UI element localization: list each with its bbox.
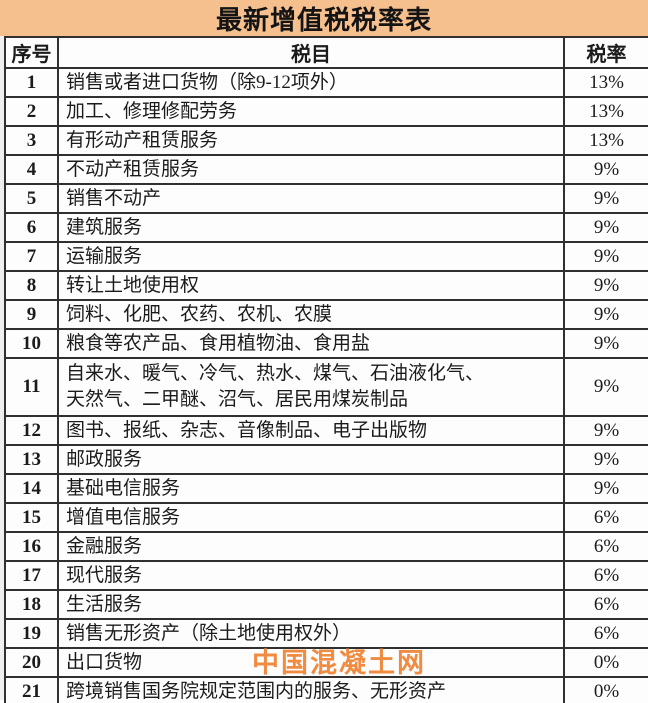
row-tax-rate: 0% (563, 647, 648, 678)
row-tax-rate: 9% (563, 299, 648, 330)
page-title: 最新增值税税率表 (215, 5, 432, 35)
row-number: 11 (4, 357, 59, 417)
row-tax-rate: 9% (563, 154, 648, 185)
row-tax-rate: 9% (563, 357, 648, 417)
row-tax-rate: 9% (563, 444, 648, 475)
row-number: 8 (4, 270, 59, 301)
row-tax-rate: 9% (563, 415, 648, 446)
row-number: 17 (4, 560, 59, 591)
row-number: 3 (4, 125, 59, 156)
table-row: 7 运输服务 9% (4, 241, 648, 272)
table-row: 9 饲料、化肥、农药、农机、农膜 9% (4, 299, 648, 330)
row-tax-item: 图书、报纸、杂志、音像制品、电子出版物 (57, 415, 565, 446)
row-tax-rate: 13% (563, 96, 648, 127)
row-tax-rate: 13% (563, 125, 648, 156)
header-row: 序号 税目 税率 (4, 36, 648, 69)
row-tax-item: 饲料、化肥、农药、农机、农膜 (57, 299, 565, 330)
row-number: 21 (4, 676, 59, 703)
row-number: 15 (4, 502, 59, 533)
table-title-bar: 最新增值税税率表 (0, 0, 648, 36)
row-tax-rate: 0% (563, 676, 648, 703)
row-number: 18 (4, 589, 59, 620)
row-tax-item: 增值电信服务 (57, 502, 565, 533)
row-tax-item: 金融服务 (57, 531, 565, 562)
row-tax-item: 出口货物 (57, 647, 565, 678)
row-tax-rate: 6% (563, 502, 648, 533)
table-row: 1 销售或者进口货物（除9-12项外） 13% (4, 67, 648, 98)
table-row: 10 粮食等农产品、食用植物油、食用盐 9% (4, 328, 648, 359)
row-tax-item: 建筑服务 (57, 212, 565, 243)
row-tax-rate: 9% (563, 473, 648, 504)
table-header: 序号 税目 税率 (4, 36, 648, 69)
row-tax-item: 现代服务 (57, 560, 565, 591)
row-tax-item: 加工、修理修配劳务 (57, 96, 565, 127)
row-tax-rate: 9% (563, 241, 648, 272)
row-tax-item: 销售不动产 (57, 183, 565, 214)
row-tax-rate: 9% (563, 328, 648, 359)
vat-rate-table: 序号 税目 税率 1 销售或者进口货物（除9-12项外） 13% 2 加工、修理修配劳务… (4, 36, 648, 703)
table-row: 20 出口货物 0% (4, 647, 648, 678)
row-tax-item: 销售无形资产（除土地使用权外） (57, 618, 565, 649)
table-row: 14 基础电信服务 9% (4, 473, 648, 504)
table-row: 5 销售不动产 9% (4, 183, 648, 214)
row-number: 7 (4, 241, 59, 272)
table-row: 12 图书、报纸、杂志、音像制品、电子出版物 9% (4, 415, 648, 446)
row-tax-item: 有形动产租赁服务 (57, 125, 565, 156)
row-tax-item: 运输服务 (57, 241, 565, 272)
table-body: 1 销售或者进口货物（除9-12项外） 13% 2 加工、修理修配劳务 13% 3 有形动产租… (4, 67, 648, 703)
row-number: 19 (4, 618, 59, 649)
row-number: 6 (4, 212, 59, 243)
row-tax-rate: 6% (563, 618, 648, 649)
row-number: 4 (4, 154, 59, 185)
table-row: 16 金融服务 6% (4, 531, 648, 562)
table-row: 3 有形动产租赁服务 13% (4, 125, 648, 156)
table-row: 13 邮政服务 9% (4, 444, 648, 475)
row-number: 9 (4, 299, 59, 330)
row-number: 16 (4, 531, 59, 562)
table-row: 18 生活服务 6% (4, 589, 648, 620)
row-number: 12 (4, 415, 59, 446)
row-tax-item: 不动产租赁服务 (57, 154, 565, 185)
row-tax-rate: 6% (563, 531, 648, 562)
table-row: 19 销售无形资产（除土地使用权外） 6% (4, 618, 648, 649)
header-no: 序号 (4, 36, 59, 69)
row-number: 14 (4, 473, 59, 504)
table-row: 2 加工、修理修配劳务 13% (4, 96, 648, 127)
row-tax-item: 邮政服务 (57, 444, 565, 475)
row-number: 2 (4, 96, 59, 127)
table-row: 11 自来水、暖气、冷气、热水、煤气、石油液化气、 天然气、二甲醚、沼气、居民用煤… (4, 357, 648, 417)
row-tax-item: 转让土地使用权 (57, 270, 565, 301)
row-tax-rate: 13% (563, 67, 648, 98)
table-row: 4 不动产租赁服务 9% (4, 154, 648, 185)
row-number: 10 (4, 328, 59, 359)
table-row: 21 跨境销售国务院规定范围内的服务、无形资产 0% (4, 676, 648, 703)
row-tax-item: 生活服务 (57, 589, 565, 620)
row-tax-rate: 9% (563, 212, 648, 243)
table-row: 17 现代服务 6% (4, 560, 648, 591)
header-item: 税目 (57, 36, 565, 69)
left-gutter (0, 36, 4, 700)
row-tax-rate: 9% (563, 270, 648, 301)
row-tax-item: 粮食等农产品、食用植物油、食用盐 (57, 328, 565, 359)
table-row: 6 建筑服务 9% (4, 212, 648, 243)
row-tax-item: 基础电信服务 (57, 473, 565, 504)
row-tax-item: 跨境销售国务院规定范围内的服务、无形资产 (57, 676, 565, 703)
row-number: 5 (4, 183, 59, 214)
row-tax-rate: 9% (563, 183, 648, 214)
row-number: 13 (4, 444, 59, 475)
header-rate: 税率 (563, 36, 648, 69)
table-row: 8 转让土地使用权 9% (4, 270, 648, 301)
row-tax-item: 自来水、暖气、冷气、热水、煤气、石油液化气、 天然气、二甲醚、沼气、居民用煤炭制… (57, 357, 565, 417)
row-tax-rate: 6% (563, 560, 648, 591)
row-tax-rate: 6% (563, 589, 648, 620)
row-number: 1 (4, 67, 59, 98)
row-tax-item: 销售或者进口货物（除9-12项外） (57, 67, 565, 98)
table-row: 15 增值电信服务 6% (4, 502, 648, 533)
row-number: 20 (4, 647, 59, 678)
